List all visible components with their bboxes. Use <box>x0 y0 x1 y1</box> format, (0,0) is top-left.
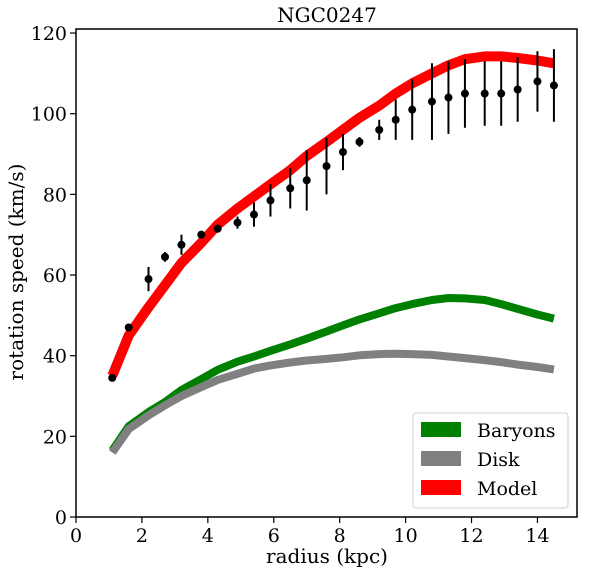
x-tick-label: 14 <box>525 525 549 547</box>
data-point <box>549 81 558 90</box>
axes: 0 2 4 6 8 10 12 14 0 20 40 60 80 100 120 <box>31 23 578 547</box>
x-tick-label: 0 <box>70 525 82 547</box>
series-line-model <box>107 51 555 378</box>
x-tick-label: 4 <box>202 525 214 547</box>
data-point <box>391 115 400 124</box>
y-tick-label: 120 <box>31 23 67 45</box>
data-point <box>513 85 522 94</box>
data-point <box>302 176 311 185</box>
data-point <box>375 125 384 134</box>
data-point <box>233 218 242 227</box>
plot-area <box>107 49 558 455</box>
x-tick-label: 10 <box>394 525 418 547</box>
data-point <box>533 77 542 86</box>
data-point <box>338 148 347 157</box>
y-tick-label: 60 <box>43 265 67 287</box>
legend-swatch-model <box>421 480 461 495</box>
y-axis-label: rotation speed (km/s) <box>4 164 28 381</box>
data-point <box>144 275 153 284</box>
data-point <box>213 224 222 233</box>
y-tick-label: 100 <box>31 104 67 126</box>
x-axis-label: radius (kpc) <box>266 544 388 568</box>
legend-label-disk: Disk <box>477 449 520 471</box>
data-point <box>197 230 206 239</box>
data-point <box>286 184 295 193</box>
x-tick-label: 2 <box>136 525 148 547</box>
data-point <box>497 89 506 98</box>
legend: Baryons Disk Model <box>412 412 569 509</box>
data-point <box>108 373 117 382</box>
legend-label-model: Model <box>477 478 537 500</box>
data-point <box>427 97 436 106</box>
data-point <box>355 137 364 146</box>
plot-frame <box>75 28 578 518</box>
y-tick-label: 40 <box>43 346 67 368</box>
data-point <box>177 240 186 249</box>
chart-title: NGC0247 <box>277 3 377 27</box>
x-tick-label: 6 <box>268 525 280 547</box>
data-point <box>322 162 331 171</box>
legend-label-baryons: Baryons <box>477 420 556 442</box>
legend-swatch-baryons <box>421 422 461 437</box>
data-point <box>124 323 133 332</box>
x-tick-label: 8 <box>334 525 346 547</box>
data-point <box>249 210 258 219</box>
series-line-disk <box>109 349 555 455</box>
data-point <box>160 252 169 261</box>
data-point <box>408 105 417 114</box>
data-point <box>480 89 489 98</box>
y-tick-label: 0 <box>55 507 67 529</box>
data-point <box>266 196 275 205</box>
y-tick-label: 20 <box>43 426 67 448</box>
y-tick-label: 80 <box>43 184 67 206</box>
data-point <box>444 93 453 102</box>
data-point <box>460 89 469 98</box>
x-tick-label: 12 <box>459 525 483 547</box>
series-line-baryons <box>108 294 555 453</box>
legend-swatch-disk <box>421 451 461 466</box>
